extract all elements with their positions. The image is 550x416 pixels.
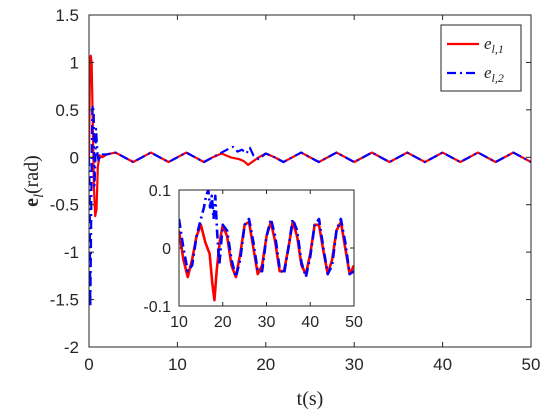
main-ytick-label: 0 xyxy=(70,148,79,167)
inset-xtick-label: 10 xyxy=(170,314,188,331)
inset-ytick-label: -0.1 xyxy=(143,299,171,316)
inset-xtick-label: 40 xyxy=(301,314,319,331)
inset-ytick-label: 0.1 xyxy=(149,183,171,200)
legend-label-1: el,1 xyxy=(484,34,504,56)
legend-label-2: el,2 xyxy=(484,63,504,85)
main-ytick-label: -0.5 xyxy=(50,196,79,215)
x-axis-label: t(s) xyxy=(297,388,324,410)
main-ytick-label: -1.5 xyxy=(50,291,79,310)
y-axis-label-subscript: l xyxy=(32,194,47,198)
legend-label-base: e xyxy=(484,63,492,82)
main-ytick-label: 1 xyxy=(70,53,79,72)
inset-xtick-label: 30 xyxy=(258,314,276,331)
main-ytick-label: -1 xyxy=(64,243,79,262)
legend-label-subscript: l,1 xyxy=(492,42,504,56)
inset-series-group xyxy=(179,190,354,302)
legend-label-base: e xyxy=(484,34,492,53)
main-ytick-label: 1.5 xyxy=(55,6,79,25)
y-axis-label-unit: (rad) xyxy=(21,155,43,194)
legend-label-subscript: l,2 xyxy=(492,71,504,85)
main-xtick-label: 30 xyxy=(345,355,364,374)
main-ytick-label: -2 xyxy=(64,338,79,357)
inset-plot: 10 20 30 40 50 -0.1 0 0.1 xyxy=(143,183,363,331)
main-xtick-label: 0 xyxy=(84,355,93,374)
y-axis-label: el(rad) xyxy=(21,155,47,207)
main-series-2-line xyxy=(89,104,531,309)
inset-series-2-line xyxy=(179,190,354,279)
main-xtick-label: 40 xyxy=(433,355,452,374)
inset-ytick-label: 0 xyxy=(162,241,171,258)
inset-xtick-label: 20 xyxy=(214,314,232,331)
main-series-group xyxy=(89,54,531,309)
main-frame xyxy=(88,14,532,348)
y-axis-label-symbol: e xyxy=(21,198,43,207)
main-xtick-label: 50 xyxy=(522,355,541,374)
main-xtick-label: 10 xyxy=(168,355,187,374)
main-xtick-label: 20 xyxy=(256,355,275,374)
legend: el,1el,2 xyxy=(440,24,522,92)
inset-xtick-label: 50 xyxy=(345,314,363,331)
legend-box xyxy=(440,24,522,92)
main-ytick-label: 0.5 xyxy=(55,101,79,120)
